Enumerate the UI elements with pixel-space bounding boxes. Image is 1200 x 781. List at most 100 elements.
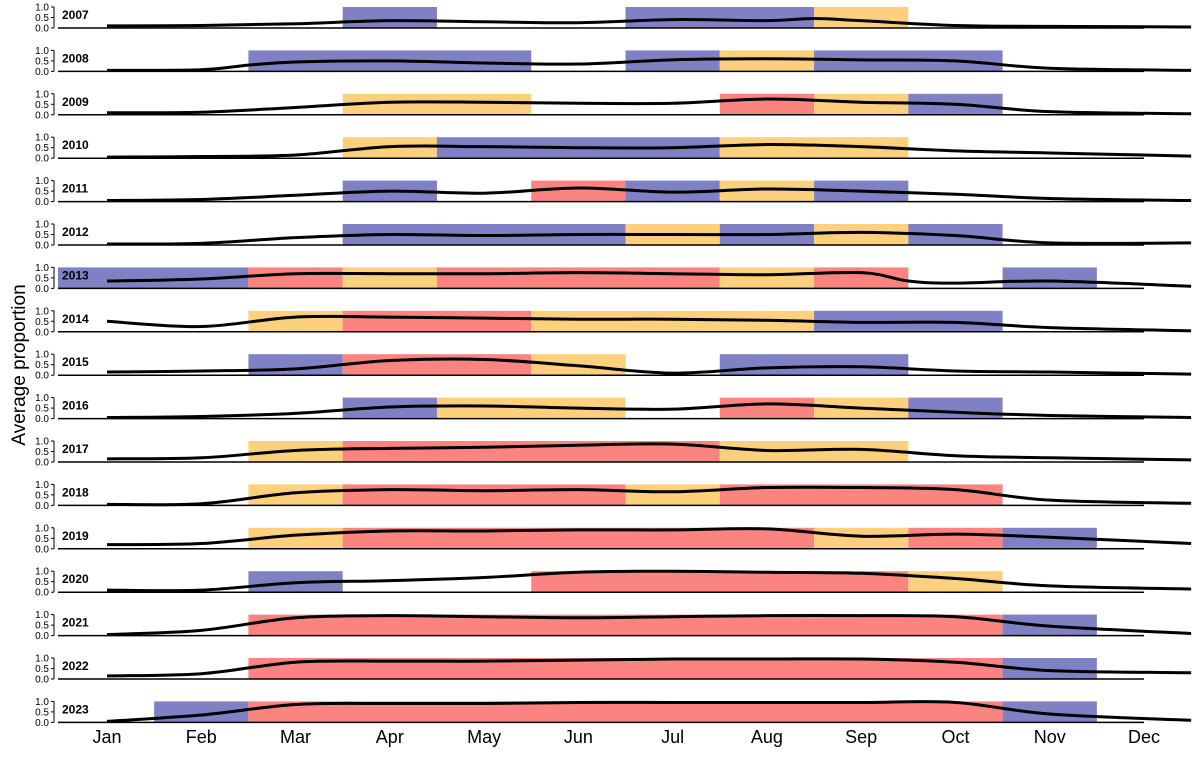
trend-line-2023 <box>106 700 1192 723</box>
y-tick-label-2022-1: 0.5 <box>35 664 49 675</box>
panel-2022: 1.00.50.0 2022 <box>35 654 1192 686</box>
band-2013-6 <box>1002 267 1097 289</box>
band-2009-0 <box>342 93 532 115</box>
x-tick-label-Aug: Aug <box>751 727 783 747</box>
x-tick-label-Jan: Jan <box>92 727 121 747</box>
band-2021-0 <box>248 614 1003 636</box>
year-label-2011: 2011 <box>62 182 88 196</box>
y-tick-label-2013-1: 0.5 <box>35 273 49 284</box>
panel-2015: 1.00.50.0 2015 <box>35 350 1192 382</box>
trend-line-2007 <box>106 17 1192 29</box>
band-2013-4 <box>719 267 815 289</box>
panel-2009: 1.00.50.0 2009 <box>35 89 1192 121</box>
trend-line-2015 <box>106 357 1192 376</box>
trend-line-2011 <box>106 186 1192 203</box>
band-2023-2 <box>1002 701 1097 723</box>
panel-2021: 1.00.50.0 2021 <box>35 610 1192 642</box>
y-tick-label-2010-2: 0.0 <box>35 154 49 165</box>
band-2013-2 <box>342 267 437 289</box>
y-tick-label-2022-2: 0.0 <box>35 675 49 686</box>
x-tick-label-Dec: Dec <box>1128 727 1160 747</box>
y-tick-label-2012-1: 0.5 <box>35 230 49 241</box>
trend-line-2021 <box>106 614 1192 637</box>
panels: 1.00.50.020071.00.50.020081.00.50.020091… <box>35 3 1192 729</box>
band-2023-1 <box>248 701 1003 723</box>
trend-line-2013 <box>106 270 1192 288</box>
band-2014-1 <box>342 310 532 332</box>
y-tick-label-2007-1: 0.5 <box>35 13 49 24</box>
y-tick-label-2007-0: 1.0 <box>35 3 49 14</box>
y-tick-label-2008-2: 0.0 <box>35 67 49 78</box>
x-tick-label-Sep: Sep <box>845 727 877 747</box>
x-tick-label-Mar: Mar <box>280 727 311 747</box>
year-label-2017: 2017 <box>62 442 89 456</box>
y-tick-label-2008-0: 1.0 <box>35 46 49 57</box>
panel-2007: 1.00.50.0 2007 <box>35 3 1192 35</box>
panel-2008: 1.00.50.0 2008 <box>35 46 1192 78</box>
y-axis-label: Average proportion <box>9 284 30 445</box>
trend-line-2020 <box>106 569 1192 593</box>
y-tick-label-2015-2: 0.0 <box>35 371 49 382</box>
band-2016-2 <box>719 397 815 419</box>
band-2012-3 <box>814 224 909 245</box>
band-2017-1 <box>342 441 720 462</box>
y-tick-label-2015-1: 0.5 <box>35 360 49 371</box>
band-2019-3 <box>908 527 1003 549</box>
band-2007-0 <box>342 7 437 28</box>
panel-2020: 1.00.50.0 2020 <box>35 567 1192 599</box>
y-tick-label-2012-0: 1.0 <box>35 220 49 231</box>
year-label-2019: 2019 <box>62 529 89 543</box>
band-2019-1 <box>342 527 815 549</box>
year-label-2009: 2009 <box>62 95 89 109</box>
band-2011-3 <box>719 180 815 202</box>
y-tick-label-2017-1: 0.5 <box>35 447 49 458</box>
y-tick-label-2014-0: 1.0 <box>35 306 49 317</box>
trend-line-2019 <box>106 527 1192 547</box>
y-tick-label-2021-0: 1.0 <box>35 610 49 621</box>
band-2009-1 <box>719 93 815 115</box>
y-tick-label-2011-1: 0.5 <box>35 187 49 198</box>
panel-2018: 1.00.50.0 2018 <box>35 480 1192 512</box>
trend-line-2009 <box>106 97 1192 116</box>
y-tick-label-2012-2: 0.0 <box>35 241 49 252</box>
y-tick-label-2011-2: 0.0 <box>35 197 49 208</box>
panel-2012: 1.00.50.0 2012 <box>35 220 1192 252</box>
band-2022-1 <box>1002 658 1097 679</box>
year-label-2021: 2021 <box>62 616 89 630</box>
band-2009-2 <box>814 93 909 115</box>
panel-2016: 1.00.50.0 2016 <box>35 393 1192 425</box>
x-tick-label-Apr: Apr <box>376 727 404 747</box>
x-axis: Jan Feb Mar Apr May Jun Jul Aug Sep Oct Nov Dec <box>92 727 1160 747</box>
band-2010-2 <box>719 137 909 159</box>
band-2018-1 <box>342 484 626 506</box>
y-tick-label-2023-2: 0.0 <box>35 718 49 729</box>
y-tick-label-2020-1: 0.5 <box>35 577 49 588</box>
band-2017-2 <box>719 441 909 462</box>
y-tick-label-2019-2: 0.0 <box>35 544 49 555</box>
year-label-2010: 2010 <box>62 138 89 152</box>
y-tick-label-2010-1: 0.5 <box>35 143 49 154</box>
y-tick-label-2020-0: 1.0 <box>35 567 49 578</box>
y-tick-label-2014-2: 0.0 <box>35 327 49 338</box>
x-tick-label-Feb: Feb <box>186 727 217 747</box>
y-tick-label-2022-0: 1.0 <box>35 654 49 665</box>
year-label-2012: 2012 <box>62 225 89 239</box>
band-2016-4 <box>908 397 1003 419</box>
year-label-2023: 2023 <box>62 702 89 716</box>
band-2020-1 <box>531 571 909 593</box>
year-label-2018: 2018 <box>62 485 89 499</box>
year-label-2007: 2007 <box>62 8 89 22</box>
trend-line-2022 <box>106 657 1192 678</box>
panel-2017: 1.00.50.0 2017 <box>35 437 1192 469</box>
year-label-2008: 2008 <box>62 51 89 65</box>
y-tick-label-2018-2: 0.0 <box>35 501 49 512</box>
y-tick-label-2023-0: 1.0 <box>35 697 49 708</box>
band-2008-2 <box>719 50 815 72</box>
year-label-2013: 2013 <box>62 268 89 282</box>
x-tick-label-Jun: Jun <box>564 727 593 747</box>
trend-line-2014 <box>106 314 1192 333</box>
band-2022-0 <box>248 658 1003 679</box>
band-2013-0 <box>58 267 249 289</box>
trend-line-2008 <box>106 57 1192 72</box>
